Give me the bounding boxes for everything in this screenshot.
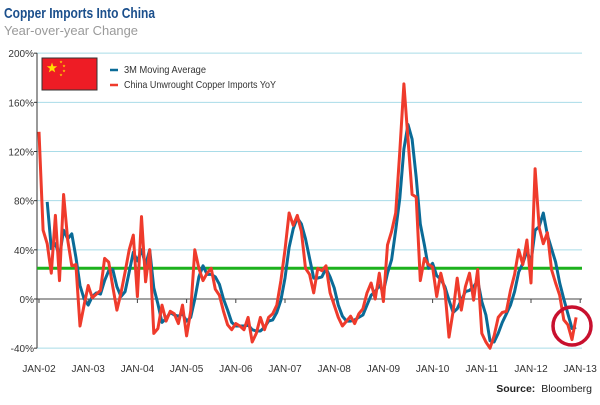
x-tick-label: JAN-04 <box>121 364 155 375</box>
chart-subtitle: Year-over-year Change <box>4 23 138 38</box>
x-axis: JAN-02 JAN-03 JAN-04 JAN-05 JAN-06 JAN-07 JAN-… <box>22 298 598 375</box>
flag-star <box>46 62 58 73</box>
y-tick-label: 40% <box>14 246 34 257</box>
x-tick-label: JAN-07 <box>268 364 302 375</box>
x-tick-label: JAN-03 <box>72 364 106 375</box>
x-tick-label: JAN-02 <box>22 364 56 375</box>
flag-star <box>62 64 66 68</box>
flag-star <box>59 60 63 64</box>
series-line-3m-moving-average <box>45 123 577 344</box>
china-flag-icon <box>41 57 98 91</box>
flag-stars <box>46 60 66 77</box>
y-axis: -40% 0% 40% 80% 120% 160% 200% <box>8 49 38 355</box>
x-tick-label: JAN-08 <box>318 364 352 375</box>
x-tick-label: JAN-11 <box>465 364 498 375</box>
x-tick-label: JAN-06 <box>219 364 253 375</box>
x-tick-label: JAN-09 <box>367 364 401 375</box>
legend: 3M Moving Average China Unwrought Copper… <box>41 57 276 91</box>
y-tick-label: 160% <box>8 98 34 109</box>
y-tick-label: 120% <box>8 148 34 159</box>
x-tick-label: JAN-12 <box>514 364 548 375</box>
y-tick-label: 0% <box>20 295 35 306</box>
chart-title: Copper Imports Into China <box>4 5 156 22</box>
source-value: Bloomberg <box>541 383 592 395</box>
highlight-circle <box>551 305 593 347</box>
x-tick-label: JAN-13 <box>564 364 598 375</box>
flag-star <box>59 73 63 77</box>
source-label: Source: <box>496 383 535 395</box>
series-line-copper-imports-yoy <box>37 82 578 350</box>
y-tick-label: 200% <box>8 49 34 60</box>
x-tick-label: JAN-05 <box>170 364 204 375</box>
x-tick-label: JAN-10 <box>416 364 450 375</box>
series-lines <box>37 82 578 350</box>
legend-label-3m: 3M Moving Average <box>124 64 206 76</box>
y-tick-label: 80% <box>14 197 34 208</box>
legend-label-imports: China Unwrought Copper Imports YoY <box>124 79 276 91</box>
source-note: Source: Bloomberg <box>496 383 592 395</box>
y-tick-label: -40% <box>11 344 34 355</box>
flag-star <box>62 69 66 73</box>
